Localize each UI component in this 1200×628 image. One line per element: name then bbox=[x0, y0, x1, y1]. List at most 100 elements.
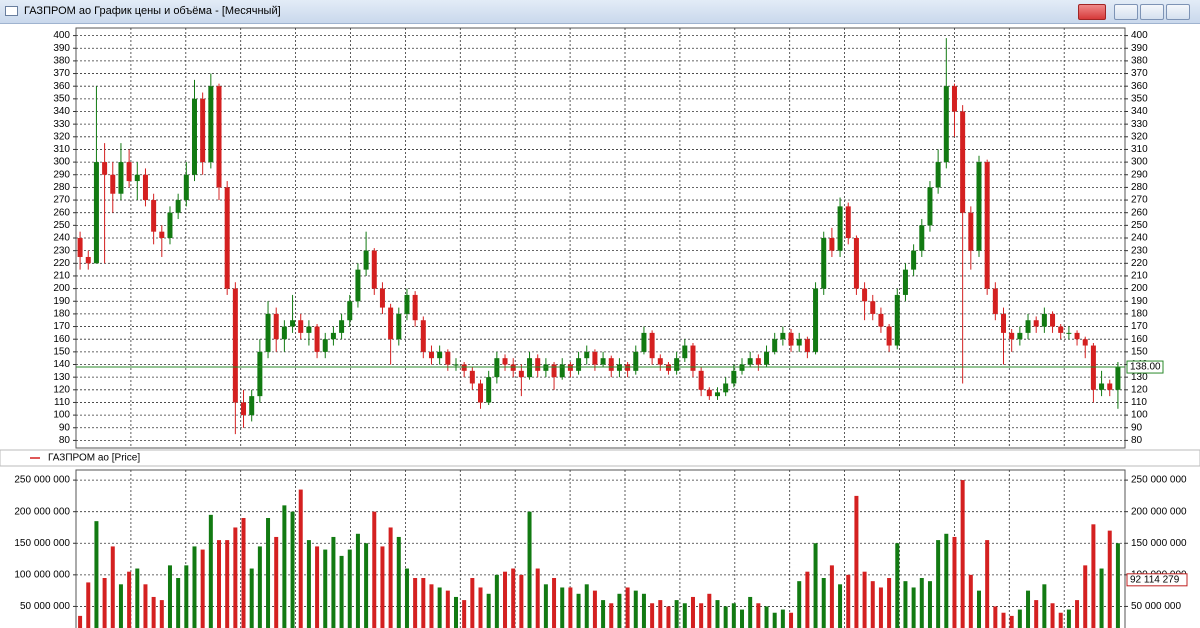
y-tick-label: 100 bbox=[53, 410, 70, 421]
volume-bar bbox=[609, 603, 614, 628]
volume-bar bbox=[127, 571, 132, 628]
volume-bar bbox=[118, 584, 123, 628]
volume-bar bbox=[249, 568, 254, 628]
candle-body bbox=[314, 326, 320, 352]
volume-bar bbox=[527, 511, 532, 628]
candle-body bbox=[788, 332, 794, 346]
candle-body bbox=[690, 345, 696, 371]
last-value-label: 92 114 279 bbox=[1130, 574, 1180, 585]
candle-body bbox=[935, 162, 941, 188]
volume-bar bbox=[421, 578, 426, 628]
candle-body bbox=[371, 250, 377, 289]
volume-bar bbox=[601, 600, 606, 628]
y-tick-label: 400 bbox=[1131, 30, 1148, 41]
minimize-button[interactable] bbox=[1114, 4, 1138, 20]
candle-body bbox=[151, 200, 157, 232]
y-tick-label: 240 bbox=[53, 233, 70, 244]
candle-body bbox=[126, 162, 132, 182]
y-tick-label: 330 bbox=[1131, 119, 1148, 130]
y-tick-label: 220 bbox=[53, 258, 70, 269]
candle-body bbox=[1082, 339, 1088, 346]
y-tick-label: 50 000 000 bbox=[20, 601, 70, 612]
volume-bar bbox=[838, 584, 843, 628]
candle-body bbox=[992, 288, 998, 314]
maximize-button[interactable] bbox=[1140, 4, 1164, 20]
candle-body bbox=[943, 86, 949, 163]
y-tick-label: 280 bbox=[1131, 182, 1148, 193]
volume-bar bbox=[143, 584, 148, 628]
candle-body bbox=[600, 358, 606, 365]
volume-bar bbox=[298, 489, 303, 628]
volume-bar bbox=[723, 606, 728, 628]
volume-bar bbox=[690, 596, 695, 628]
volume-bar bbox=[380, 546, 385, 628]
candle-body bbox=[77, 238, 83, 257]
candle-body bbox=[968, 212, 974, 251]
y-tick-label: 400 bbox=[53, 30, 70, 41]
candle-body bbox=[478, 383, 484, 403]
volume-bar bbox=[552, 578, 557, 628]
candle-body bbox=[281, 326, 287, 340]
volume-bar bbox=[617, 593, 622, 628]
candle-body bbox=[665, 364, 671, 371]
volume-bar bbox=[1050, 603, 1055, 628]
candle-body bbox=[355, 269, 361, 302]
candle-body bbox=[919, 225, 925, 251]
candle-body bbox=[821, 238, 827, 289]
candle-body bbox=[200, 98, 206, 163]
candle-body bbox=[1099, 383, 1105, 390]
candle-body bbox=[567, 364, 573, 371]
y-tick-label: 360 bbox=[1131, 81, 1148, 92]
candle-body bbox=[379, 288, 385, 308]
y-tick-label: 340 bbox=[1131, 106, 1148, 117]
y-tick-label: 90 bbox=[59, 422, 71, 433]
volume-bar bbox=[854, 495, 859, 628]
y-tick-label: 250 bbox=[53, 220, 70, 231]
candle-body bbox=[290, 320, 296, 327]
candle-body bbox=[1025, 320, 1031, 333]
y-tick-label: 190 bbox=[1131, 296, 1148, 307]
candle-body bbox=[265, 313, 271, 352]
candle-body bbox=[878, 313, 884, 327]
volume-bar bbox=[1058, 612, 1063, 628]
y-tick-label: 310 bbox=[1131, 144, 1148, 155]
y-tick-label: 260 bbox=[1131, 207, 1148, 218]
last-value-box bbox=[1126, 573, 1188, 587]
volume-bar bbox=[748, 596, 753, 628]
candle-body bbox=[273, 313, 279, 340]
volume-bar bbox=[1066, 609, 1071, 628]
candle-body bbox=[159, 231, 165, 238]
volume-bar bbox=[936, 540, 941, 628]
volume-bar bbox=[944, 533, 949, 628]
y-tick-label: 320 bbox=[1131, 131, 1148, 142]
y-tick-label: 390 bbox=[53, 43, 70, 54]
volume-bar bbox=[911, 587, 916, 628]
pin-button[interactable] bbox=[1078, 4, 1106, 20]
volume-bar bbox=[960, 480, 965, 628]
volume-bar bbox=[1115, 543, 1120, 628]
volume-bar bbox=[167, 565, 172, 628]
volume-bar bbox=[1083, 565, 1088, 628]
candle-body bbox=[306, 326, 312, 333]
y-tick-label: 230 bbox=[1131, 245, 1148, 256]
volume-bar bbox=[976, 590, 981, 628]
volume-bar bbox=[789, 612, 794, 628]
y-tick-label: 100 000 000 bbox=[14, 569, 70, 580]
y-tick-label: 200 bbox=[53, 283, 70, 294]
y-tick-label: 200 bbox=[1131, 283, 1148, 294]
close-button[interactable] bbox=[1166, 4, 1190, 20]
candle-body bbox=[1074, 332, 1080, 340]
volume-bar bbox=[927, 581, 932, 628]
y-tick-label: 100 bbox=[1131, 410, 1148, 421]
volume-bar bbox=[895, 543, 900, 628]
volume-bar bbox=[535, 568, 540, 628]
candle-body bbox=[330, 332, 336, 340]
y-tick-label: 280 bbox=[53, 182, 70, 193]
candle-body bbox=[706, 389, 712, 397]
candle-body bbox=[93, 162, 99, 264]
candle-body bbox=[641, 332, 647, 352]
y-tick-label: 350 bbox=[1131, 93, 1148, 104]
y-tick-label: 310 bbox=[53, 144, 70, 155]
volume-bar bbox=[159, 600, 164, 628]
volume-bar bbox=[682, 603, 687, 628]
